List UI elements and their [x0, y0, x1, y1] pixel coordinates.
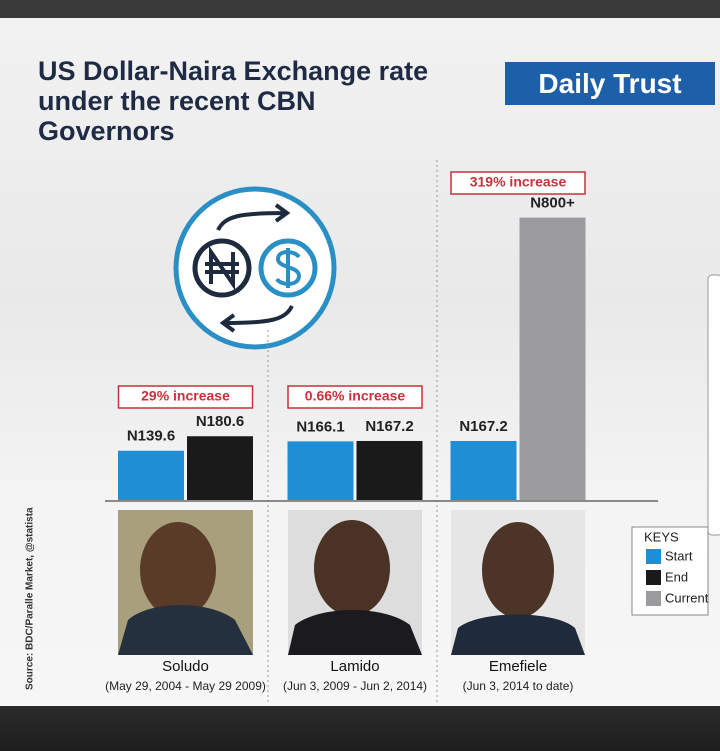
- category-label: Emefiele: [489, 658, 547, 675]
- annotation: 319% increase: [470, 174, 567, 190]
- photos: [118, 510, 585, 655]
- annotation: 0.66% increase: [305, 388, 406, 404]
- bar: [287, 441, 354, 500]
- annotation-box: [450, 171, 586, 195]
- legend-label: Current: [665, 590, 709, 605]
- legend-swatch: [646, 591, 661, 606]
- bar: [187, 436, 253, 500]
- value-label: N800+: [530, 195, 575, 212]
- category-dates: (Jun 3, 2009 - Jun 2, 2014): [283, 679, 427, 693]
- side-card: [707, 274, 720, 536]
- annotation-box: [117, 385, 254, 409]
- legend-box: [631, 526, 709, 616]
- bar: [519, 217, 586, 500]
- value-label: N167.2: [459, 418, 507, 435]
- exchange-icon: [173, 186, 337, 350]
- bar: [450, 440, 517, 500]
- category-dates: (May 29, 2004 - May 29 2009): [105, 679, 266, 693]
- legend-swatch: [646, 570, 661, 585]
- category-dates: (Jun 3, 2014 to date): [463, 679, 574, 693]
- annotation: 29% increase: [141, 388, 230, 404]
- value-label: N167.2: [365, 418, 413, 435]
- chart-title: US Dollar-Naira Exchange rate under the …: [38, 56, 429, 146]
- bar: [356, 440, 423, 500]
- source: Source: BDC/Paralle Market, @statista: [25, 507, 36, 690]
- legend-swatch: [646, 549, 661, 564]
- category-label: Lamido: [330, 658, 379, 675]
- legend-label: End: [665, 569, 688, 584]
- legend-label: Start: [665, 548, 693, 563]
- legend-title: KEYS: [644, 529, 679, 544]
- brand-logo: Daily Trust: [505, 62, 715, 105]
- bar: [118, 450, 184, 500]
- annotation-box: [287, 385, 423, 409]
- category-label: Soludo: [162, 658, 209, 675]
- value-label: N166.1: [296, 418, 344, 435]
- value-label: N180.6: [196, 413, 244, 430]
- value-label: N139.6: [127, 428, 175, 445]
